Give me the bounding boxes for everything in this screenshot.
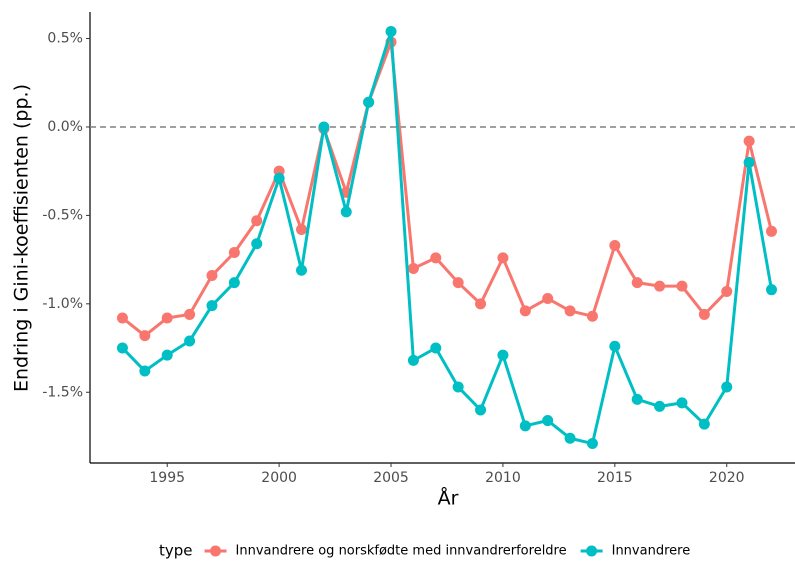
y-tick-label: -0.5%: [42, 207, 83, 223]
y-tick-label: -1.0%: [42, 296, 83, 312]
point: [676, 397, 688, 409]
point: [475, 404, 487, 416]
point: [654, 400, 666, 412]
point: [766, 225, 777, 237]
point: [116, 342, 128, 354]
point: [698, 308, 710, 320]
legend-swatch-point: [210, 545, 222, 557]
y-axis-label: Endring i Gini-koeffisienten (pp.): [11, 84, 33, 392]
x-tick-label: 2015: [597, 470, 633, 486]
point: [296, 224, 307, 236]
series-line: [121, 41, 773, 338]
point: [184, 335, 196, 347]
point: [475, 298, 487, 310]
x-axis-label: År: [438, 487, 459, 510]
point: [452, 277, 464, 289]
point: [609, 239, 621, 251]
point: [206, 300, 218, 312]
point: [385, 25, 397, 37]
point: [407, 354, 419, 366]
point: [251, 215, 263, 227]
point: [743, 156, 755, 168]
y-tick-label: 0.5%: [47, 31, 83, 47]
point: [318, 121, 330, 133]
point: [564, 432, 576, 444]
legend-swatch-point: [586, 545, 598, 557]
point: [139, 330, 151, 342]
point: [766, 284, 777, 296]
point: [743, 135, 755, 147]
point: [586, 310, 598, 322]
point: [497, 349, 509, 361]
legend-label: Innvandrere: [612, 544, 691, 559]
point: [296, 264, 307, 276]
y-tick-label: -1.5%: [42, 384, 83, 400]
point: [519, 420, 531, 432]
point: [251, 238, 263, 250]
point: [497, 252, 509, 264]
point: [161, 312, 173, 324]
point: [363, 96, 375, 108]
point: [407, 262, 419, 274]
y-tick-label: 0.0%: [47, 119, 83, 135]
point: [184, 308, 196, 320]
x-tick-label: 1995: [149, 470, 185, 486]
x-tick-label: 2010: [485, 470, 521, 486]
point: [609, 340, 621, 352]
point: [721, 285, 733, 297]
legend-label: Innvandrere og norskfødte med innvandrer…: [236, 544, 567, 559]
point: [564, 305, 576, 317]
point: [586, 438, 598, 450]
legend-title: type: [159, 542, 193, 560]
point: [698, 418, 710, 430]
point: [519, 305, 531, 317]
point: [206, 270, 218, 282]
point: [542, 415, 554, 427]
point: [228, 247, 240, 259]
x-tick-label: 2000: [261, 470, 297, 486]
series-line: [121, 31, 773, 446]
point: [631, 277, 643, 289]
x-tick-label: 2005: [373, 470, 409, 486]
point: [430, 342, 442, 354]
point: [340, 206, 352, 218]
point: [631, 393, 643, 405]
point: [161, 349, 173, 361]
x-tick-label: 2020: [709, 470, 745, 486]
point: [139, 365, 151, 377]
point: [116, 312, 128, 324]
point: [452, 381, 464, 393]
point: [654, 280, 666, 292]
point: [542, 293, 554, 305]
point: [430, 252, 442, 264]
point: [273, 172, 285, 184]
point: [676, 280, 688, 292]
point: [721, 381, 733, 393]
point: [228, 277, 240, 289]
